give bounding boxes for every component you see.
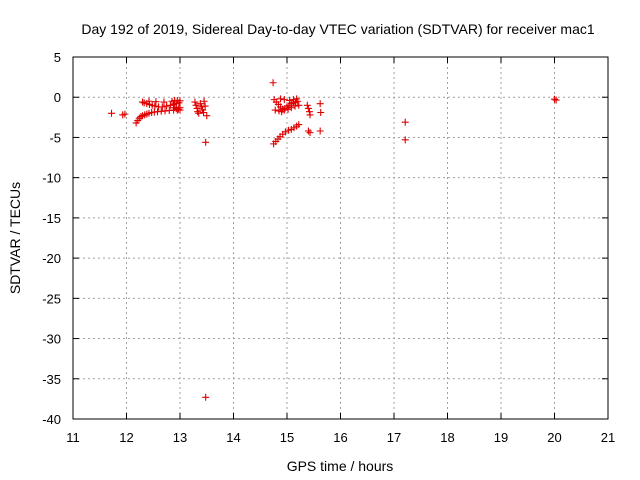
- data-point: [293, 95, 301, 103]
- data-point: [145, 97, 153, 105]
- y-tick-label: -15: [42, 211, 61, 226]
- data-point: [401, 136, 409, 144]
- data-point: [295, 121, 303, 129]
- y-tick-label: -35: [42, 372, 61, 387]
- data-point: [280, 96, 288, 104]
- data-point: [200, 109, 208, 117]
- x-tick-label: 17: [387, 430, 401, 445]
- x-tick-label: 16: [333, 430, 347, 445]
- data-point: [316, 127, 324, 135]
- x-tick-label: 14: [226, 430, 240, 445]
- data-points: [108, 79, 560, 401]
- data-point: [194, 108, 202, 116]
- y-tick-label: -25: [42, 291, 61, 306]
- data-point: [304, 104, 312, 112]
- data-point: [196, 100, 204, 108]
- data-point: [284, 105, 292, 113]
- data-point: [195, 109, 203, 117]
- x-tick-label: 18: [440, 430, 454, 445]
- axis-ticks: 11 12 13 14 15 16 17 18 19 20 21 5 0 -5 -10 -15 -20 -25 -3…: [42, 50, 615, 445]
- data-point: [317, 109, 325, 117]
- data-point: [202, 393, 210, 401]
- y-tick-label: -40: [42, 412, 61, 427]
- data-point: [306, 129, 314, 137]
- data-point: [287, 104, 295, 112]
- data-point: [121, 110, 129, 118]
- y-tick-label: -5: [49, 130, 61, 145]
- data-point: [176, 104, 184, 112]
- data-point: [176, 97, 184, 105]
- data-point: [160, 98, 168, 106]
- x-tick-label: 12: [119, 430, 133, 445]
- data-point: [139, 98, 147, 106]
- chart-title: Day 192 of 2019, Sidereal Day-to-day VTE…: [81, 21, 594, 37]
- data-point: [200, 97, 208, 105]
- data-point: [269, 79, 277, 87]
- data-point: [316, 100, 324, 108]
- data-point: [197, 103, 205, 111]
- data-point: [163, 102, 171, 110]
- data-point: [271, 106, 279, 114]
- data-point: [306, 111, 314, 119]
- data-point: [289, 96, 297, 104]
- y-tick-label: -20: [42, 251, 61, 266]
- data-point: [152, 98, 160, 106]
- grid: [73, 57, 608, 419]
- data-point: [174, 105, 182, 113]
- x-tick-label: 20: [547, 430, 561, 445]
- data-point: [151, 102, 159, 110]
- data-point: [202, 138, 210, 146]
- y-tick-label: -10: [42, 171, 61, 186]
- x-tick-label: 15: [280, 430, 294, 445]
- x-axis-label: GPS time / hours: [287, 458, 394, 474]
- y-tick-label: -30: [42, 332, 61, 347]
- data-point: [291, 102, 299, 110]
- x-tick-label: 21: [601, 430, 615, 445]
- data-point: [137, 113, 145, 121]
- data-point: [280, 106, 288, 114]
- x-tick-label: 11: [66, 430, 80, 445]
- y-axis-label: SDTVAR / TECUs: [7, 182, 23, 294]
- data-point: [277, 95, 285, 103]
- x-tick-label: 19: [494, 430, 508, 445]
- data-point: [166, 101, 174, 109]
- data-point: [201, 102, 209, 110]
- x-tick-label: 13: [173, 430, 187, 445]
- data-point: [158, 103, 166, 111]
- data-point: [304, 127, 312, 135]
- data-point: [286, 96, 294, 104]
- y-tick-label: 5: [54, 50, 61, 65]
- data-point: [203, 112, 211, 120]
- data-point: [192, 101, 200, 109]
- data-point: [108, 109, 116, 117]
- data-point: [191, 98, 199, 106]
- data-point: [281, 128, 289, 136]
- data-point: [295, 101, 303, 109]
- data-point: [303, 101, 311, 109]
- data-point: [551, 95, 558, 103]
- data-point: [401, 118, 409, 126]
- data-point: [552, 96, 560, 104]
- y-tick-label: 0: [54, 90, 61, 105]
